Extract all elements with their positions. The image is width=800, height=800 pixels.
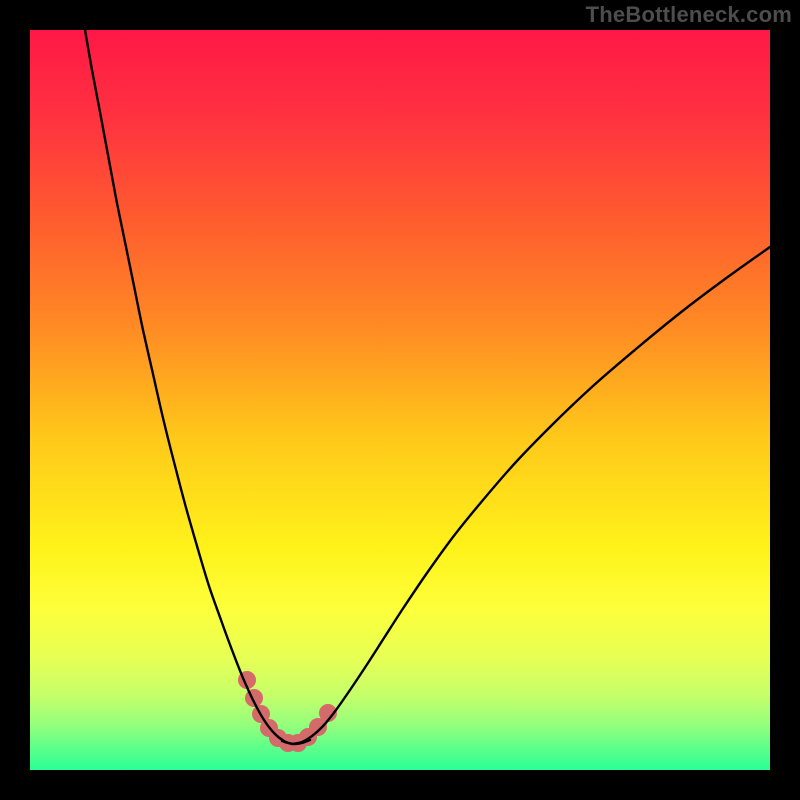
curve-left-branch — [85, 30, 292, 744]
highlight-marker — [310, 719, 327, 736]
watermark-text: TheBottleneck.com — [586, 2, 792, 28]
plot-area — [30, 30, 770, 770]
curve-layer — [30, 30, 770, 770]
curve-right-branch — [292, 247, 770, 744]
highlight-markers — [239, 672, 337, 752]
chart-root: TheBottleneck.com — [0, 0, 800, 800]
